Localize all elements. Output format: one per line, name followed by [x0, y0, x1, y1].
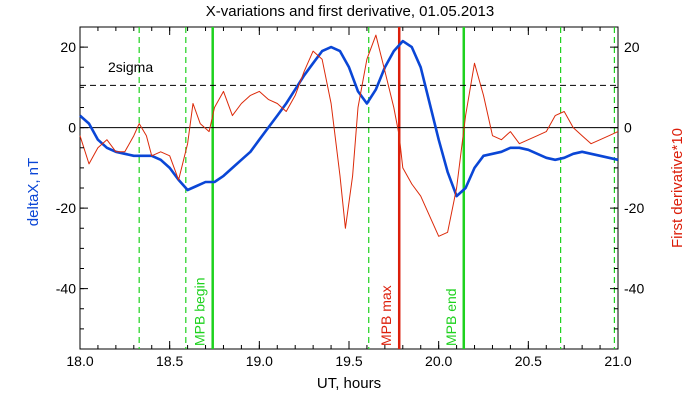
- axis-ticks: 18.0 18.5 19.0 19.5 20.0 20.5 21.0 20 0 -20 -40 20 0…: [56, 27, 644, 369]
- y-left-tick-label: -20: [56, 200, 76, 216]
- y-right-tick-label: 20: [624, 39, 640, 55]
- marker-label-mpb-max: MPB max: [378, 285, 394, 346]
- y-right-tick-label: 0: [624, 120, 632, 136]
- y-left-tick-label: 20: [60, 39, 76, 55]
- plot-area: [79, 26, 619, 350]
- x-tick-label: 18.0: [66, 353, 93, 369]
- x-tick-label: 19.5: [335, 353, 362, 369]
- series-lines: [79, 34, 619, 237]
- marker-label-mpb-begin: MPB begin: [192, 278, 208, 346]
- chart-title: X-variations and first derivative, 01.05…: [206, 3, 495, 20]
- x-tick-label: 20.0: [425, 353, 452, 369]
- marker-lines: MPB begin MPB max MPB end: [138, 27, 616, 349]
- y-axis-label-left: deltaX, nT: [25, 158, 42, 226]
- y-left-tick-label: -40: [56, 281, 76, 297]
- x-tick-label: 19.0: [246, 353, 273, 369]
- y-axis-label-right: First derivative*10: [669, 128, 686, 248]
- marker-label-mpb-end: MPB end: [443, 288, 459, 346]
- reference-lines: [80, 84, 618, 129]
- series-derivative-line: [79, 34, 619, 237]
- x-tick-label: 21.0: [604, 353, 631, 369]
- y-right-tick-label: -40: [624, 281, 644, 297]
- sigma-label: 2sigma: [108, 59, 153, 75]
- plot-frame: [79, 26, 619, 350]
- y-left-tick-label: 0: [68, 120, 76, 136]
- x-tick-label: 20.5: [515, 353, 542, 369]
- x-axis-label: UT, hours: [317, 375, 381, 392]
- y-right-tick-label: -20: [624, 200, 644, 216]
- x-tick-label: 18.5: [156, 353, 183, 369]
- series-deltaX-line: [79, 39, 619, 198]
